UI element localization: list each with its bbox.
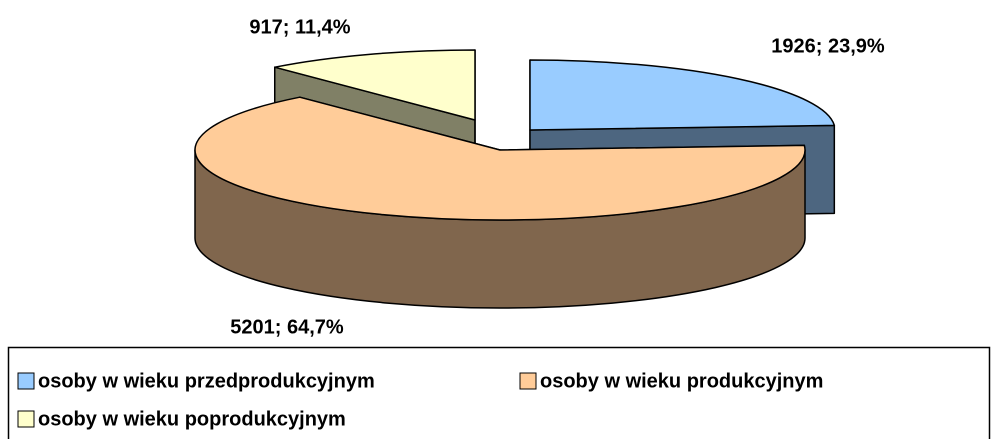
data-label: 5201; 64,7% [230,316,344,338]
slice-top [194,96,806,221]
slice-top [273,49,476,121]
legend-label: osoby w wieku poprodukcyjnym [38,408,346,430]
legend-label: osoby w wieku przedprodukcyjnym [38,370,375,392]
legend-label: osoby w wieku produkcyjnym [540,370,823,392]
legend-swatch [17,410,35,428]
data-label: 1926; 23,9% [771,35,885,57]
data-label: 917; 11,4% [249,16,350,38]
legend-swatch [17,372,35,390]
slice [194,96,806,309]
legend-box [7,346,991,439]
legend-swatch [519,372,537,390]
slice-top [529,59,836,131]
